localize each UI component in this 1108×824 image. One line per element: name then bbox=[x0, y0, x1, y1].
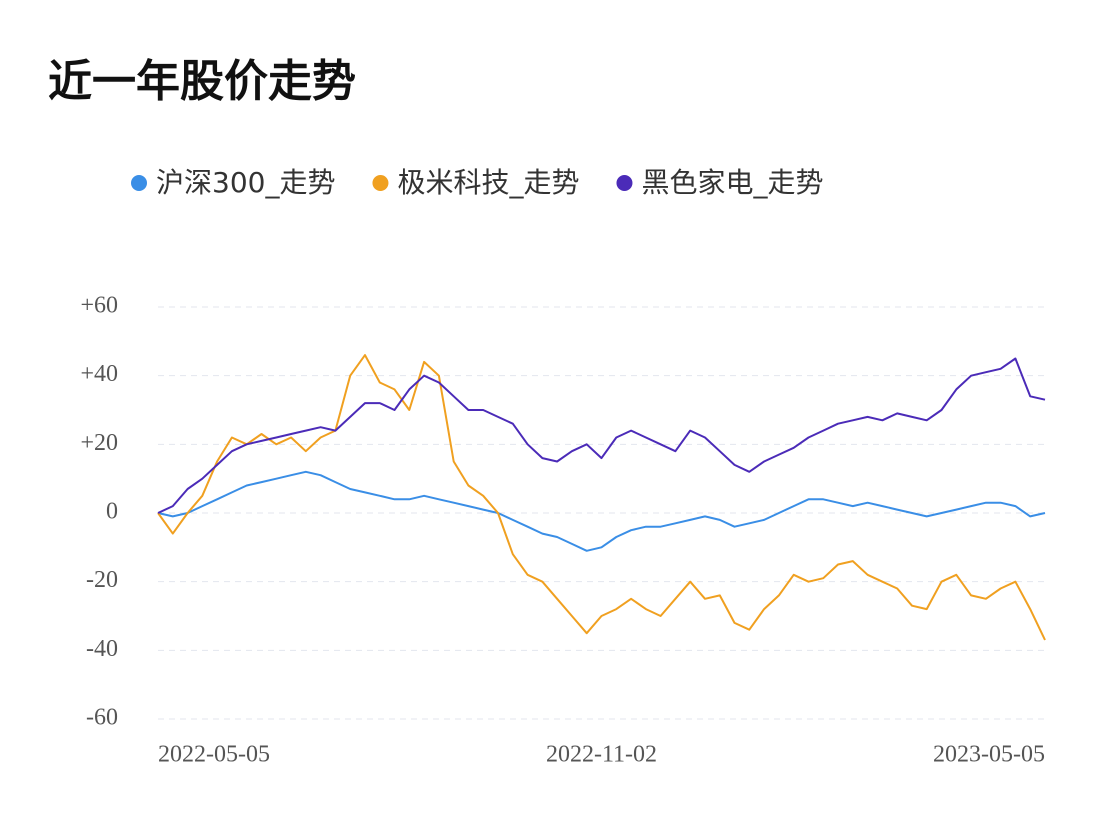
legend-label: 黑色家电_走势 bbox=[641, 166, 823, 199]
y-tick-label: 0 bbox=[106, 499, 118, 525]
legend-marker bbox=[372, 175, 389, 191]
chart-title: 近一年股价走势 bbox=[48, 56, 356, 107]
y-tick-label: -60 bbox=[86, 705, 118, 731]
legend-label: 极米科技_走势 bbox=[397, 166, 579, 199]
series-line bbox=[157, 357, 1046, 514]
y-tick-label: +20 bbox=[80, 430, 118, 456]
y-tick-label: -20 bbox=[86, 567, 118, 593]
series-line bbox=[157, 354, 1046, 641]
legend-marker bbox=[616, 175, 633, 191]
y-tick-label: +60 bbox=[80, 293, 118, 319]
y-tick-label: -40 bbox=[86, 636, 118, 662]
x-tick-label: 2022-11-02 bbox=[546, 742, 657, 768]
legend-marker bbox=[131, 175, 147, 191]
legend-label: 沪深300_走势 bbox=[156, 166, 335, 199]
x-tick-label: 2022-05-05 bbox=[158, 742, 270, 768]
series-line bbox=[157, 470, 1046, 552]
y-tick-label: +40 bbox=[80, 361, 118, 387]
x-tick-label: 2023-05-05 bbox=[933, 742, 1045, 768]
